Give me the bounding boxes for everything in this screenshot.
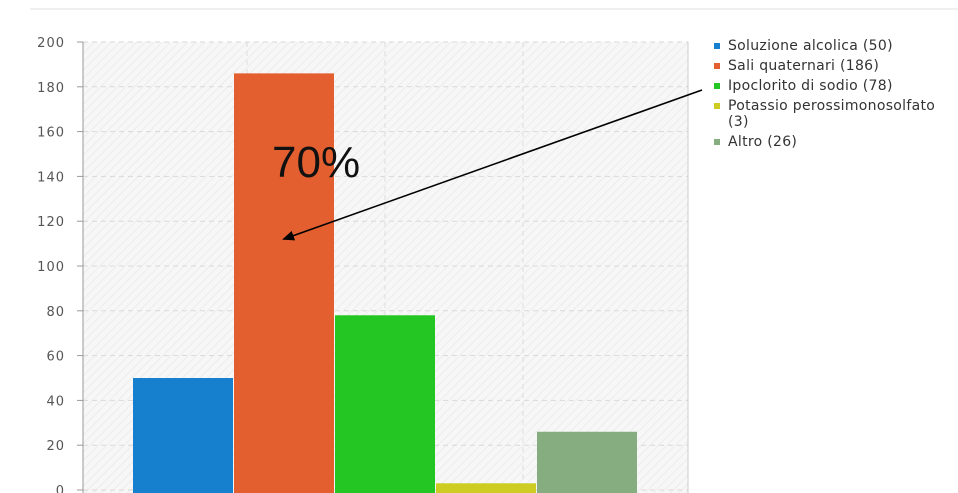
y-tick-label: 160 bbox=[37, 126, 65, 141]
legend-label: Ipoclorito di sodio (78) bbox=[728, 78, 893, 94]
legend-swatch bbox=[714, 63, 720, 69]
bars bbox=[133, 73, 637, 493]
y-tick-label: 120 bbox=[37, 215, 65, 230]
legend-swatch bbox=[714, 139, 720, 145]
y-tick-label: 80 bbox=[46, 305, 65, 320]
legend-item[interactable]: Altro (26) bbox=[712, 134, 952, 150]
top-separator bbox=[30, 8, 958, 10]
legend-swatch bbox=[714, 103, 720, 109]
bar-ipoclorito-di-sodio[interactable] bbox=[335, 315, 435, 493]
bar-sali-quaternari[interactable] bbox=[234, 73, 334, 493]
y-tick-label: 20 bbox=[46, 439, 65, 454]
y-tick-label: 140 bbox=[37, 170, 65, 185]
bar-altro[interactable] bbox=[537, 431, 637, 493]
legend-swatch bbox=[714, 83, 720, 89]
legend-item[interactable]: Soluzione alcolica (50) bbox=[712, 38, 952, 54]
legend-label: Sali quaternari (186) bbox=[728, 58, 880, 74]
y-tick-label: 200 bbox=[37, 36, 65, 51]
legend-item[interactable]: Potassio perossimonosolfato (3) bbox=[712, 98, 952, 130]
legend-label: Potassio perossimonosolfato (3) bbox=[728, 98, 936, 130]
annotation-arrow bbox=[282, 89, 703, 241]
annotation-text: 70% bbox=[272, 138, 360, 187]
legend-label: Altro (26) bbox=[728, 134, 798, 150]
y-tick-label: 60 bbox=[46, 350, 65, 365]
bar-potassio-perossimonosolfato[interactable] bbox=[436, 483, 536, 493]
y-tick-label: 180 bbox=[37, 81, 65, 96]
y-tick-label: 40 bbox=[46, 394, 65, 409]
legend-item[interactable]: Ipoclorito di sodio (78) bbox=[712, 78, 952, 94]
legend-item[interactable]: Sali quaternari (186) bbox=[712, 58, 952, 74]
legend: Soluzione alcolica (50) Sali quaternari (… bbox=[712, 38, 952, 154]
y-tick-label: 100 bbox=[37, 260, 65, 275]
bar-soluzione-alcolica[interactable] bbox=[133, 378, 233, 493]
y-axis: 0 20 40 60 80 100 120 140 160 180 200 bbox=[37, 36, 689, 493]
y-tick-label: 0 bbox=[56, 484, 65, 493]
legend-label: Soluzione alcolica (50) bbox=[728, 38, 893, 54]
legend-swatch bbox=[714, 43, 720, 49]
